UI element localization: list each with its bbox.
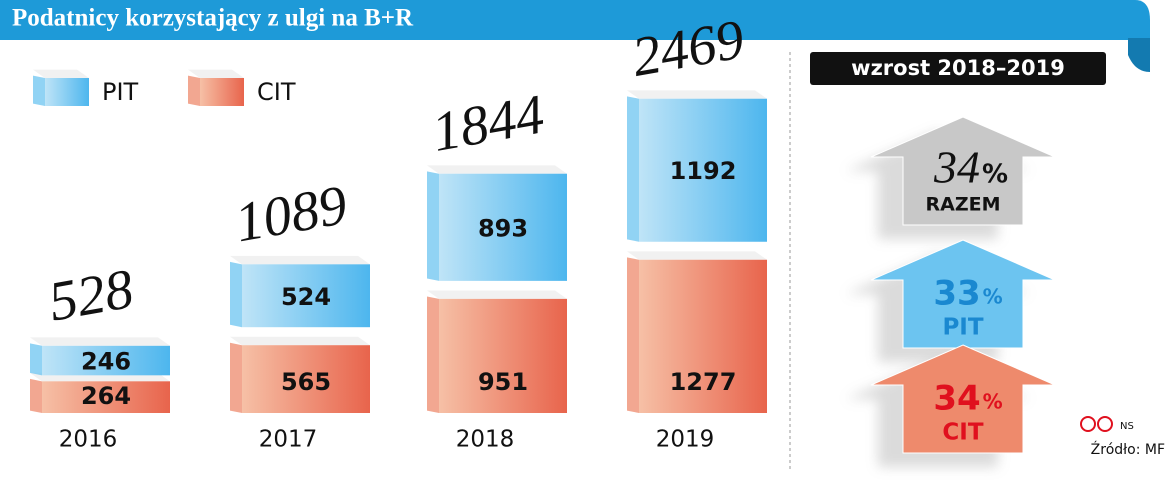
box-front [439, 298, 567, 413]
box-front [242, 345, 370, 413]
box-side [427, 171, 439, 281]
growth-label: RAZEM [926, 194, 1001, 216]
box-side [627, 96, 639, 242]
box-top [188, 69, 244, 78]
value-label: 246 [81, 348, 131, 376]
growth-unit: % [983, 285, 1003, 309]
box-side [30, 378, 42, 413]
box-top [427, 290, 567, 299]
legend-label: PIT [102, 78, 139, 106]
source: Źródło: MF [1091, 440, 1165, 458]
value-label: 951 [478, 368, 528, 396]
x-tick-label: 2016 [59, 427, 118, 453]
box-top [427, 165, 567, 174]
growth-arrow [870, 116, 1056, 226]
value-label: 1277 [670, 368, 737, 396]
chart-title: Podatnicy korzystający z ulgi na B+R [12, 5, 414, 32]
growth-unit: % [983, 390, 1003, 414]
box-top [30, 337, 170, 346]
box-front [439, 173, 567, 281]
box-side [33, 75, 45, 106]
value-label: 1192 [670, 157, 737, 185]
box-side [230, 261, 242, 328]
box-top [230, 336, 370, 346]
box-top [627, 90, 767, 99]
box-front [639, 98, 767, 242]
x-tick-label: 2019 [656, 427, 715, 453]
value-label: 524 [281, 283, 331, 311]
total-label: 1844 [428, 83, 549, 164]
legend-swatch [45, 78, 89, 106]
box-top [33, 69, 89, 78]
value-label: 264 [81, 382, 131, 410]
box-side [627, 257, 639, 413]
box-front [639, 259, 767, 413]
box-side [230, 342, 242, 413]
header-banner [0, 0, 1150, 40]
growth-value: 34 [933, 142, 980, 193]
total-label: 1089 [231, 174, 352, 255]
x-tick-label: 2017 [259, 427, 318, 453]
value-label: 893 [478, 214, 528, 242]
box-front [42, 345, 170, 376]
growth-title-box [810, 52, 1106, 85]
box-top [627, 251, 767, 260]
box-side [30, 343, 42, 376]
credit: NS [1120, 421, 1134, 432]
growth-label: PIT [942, 315, 983, 341]
x-tick-label: 2018 [456, 427, 515, 453]
legend-swatch [200, 78, 244, 106]
growth-value: 33 [933, 274, 980, 314]
header-curl [1128, 38, 1150, 72]
box-side [188, 75, 200, 106]
legend-label: CIT [257, 78, 296, 106]
growth-label: CIT [942, 420, 983, 446]
total-label: 528 [44, 258, 137, 334]
copyright-icons [1080, 416, 1113, 432]
growth-unit: % [982, 160, 1008, 190]
box-front [242, 264, 370, 328]
box-side [427, 296, 439, 413]
box-top [230, 255, 370, 265]
growth-arrow [870, 344, 1056, 454]
value-label: 565 [281, 368, 331, 396]
growth-title: wzrost 2018–2019 [851, 56, 1065, 80]
box-front [42, 381, 170, 413]
growth-value: 34 [933, 379, 980, 419]
